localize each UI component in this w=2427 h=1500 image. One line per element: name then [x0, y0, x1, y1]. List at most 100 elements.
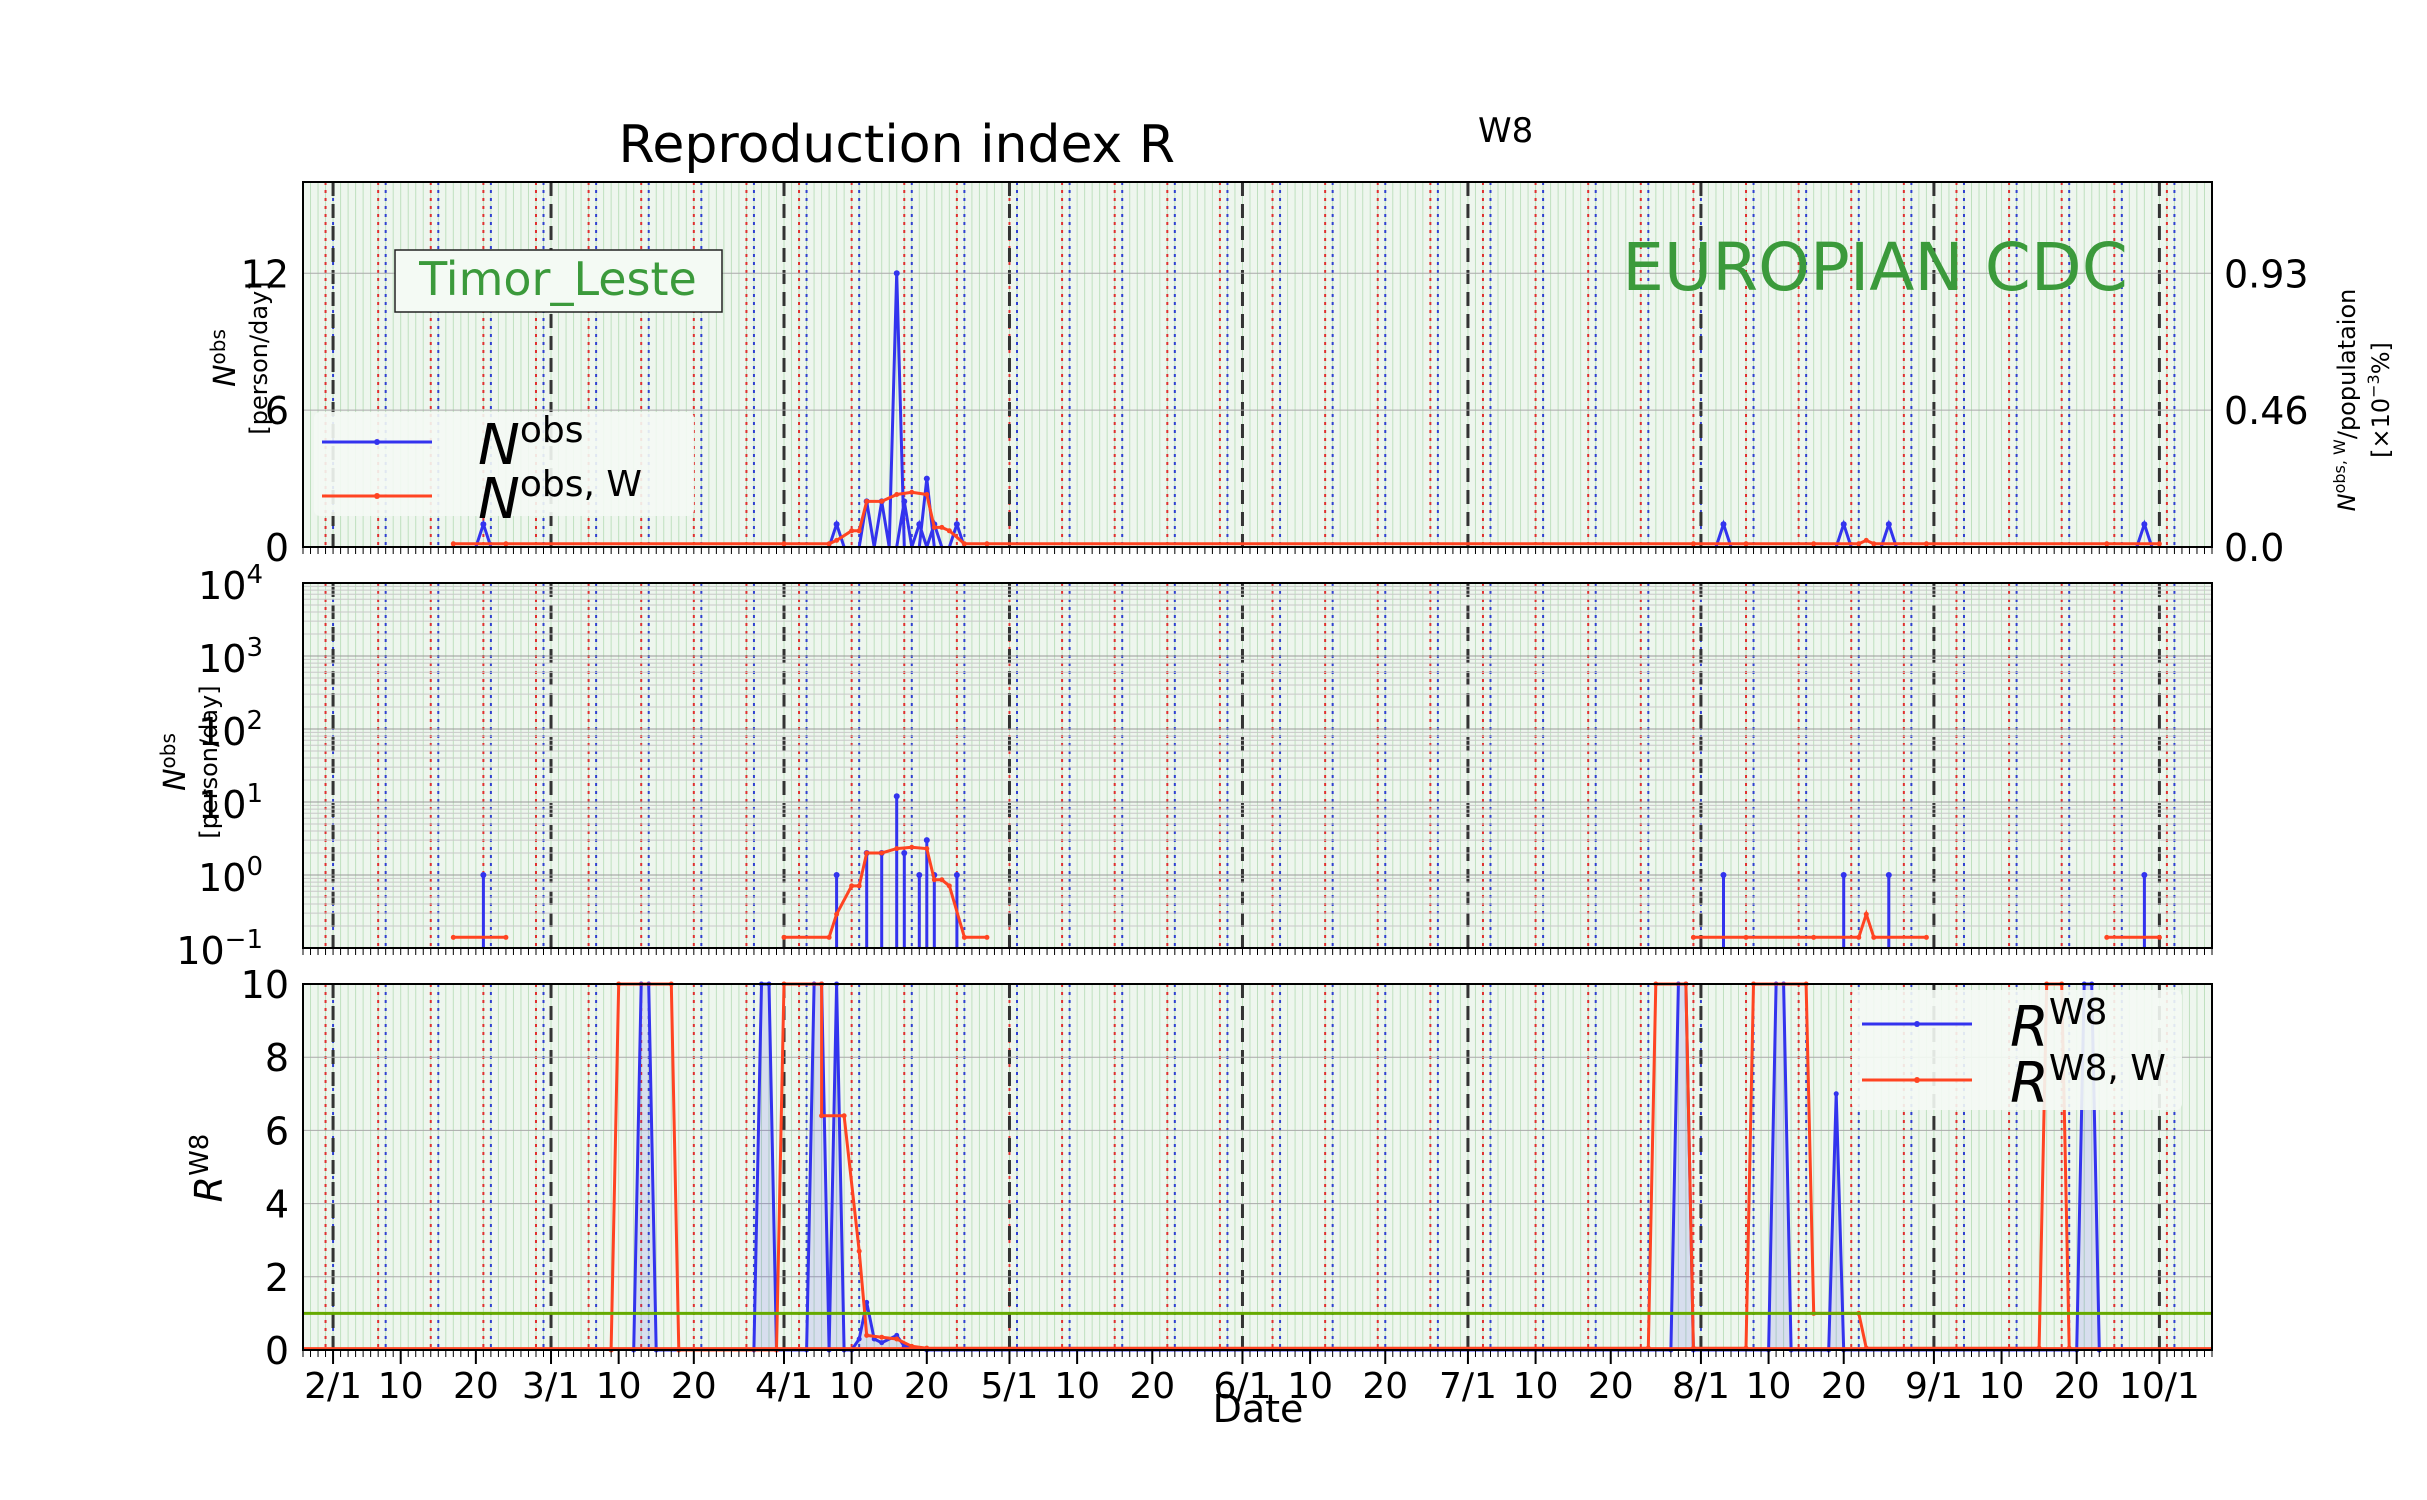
- legend-label-sup: obs: [520, 410, 584, 451]
- chart-title-sup: W8: [1478, 111, 1533, 151]
- panel2-ylabel-sup: obs: [156, 733, 180, 768]
- panel3-ylabel-base: R: [187, 1176, 231, 1202]
- n-obs-w-log-line-point: [781, 934, 787, 940]
- y-tick-label: 0: [265, 1329, 289, 1373]
- n-obs-w-line-point: [924, 492, 930, 498]
- x-tick-label: 20: [1588, 1366, 1634, 1407]
- source-label: EUROPIAN CDC: [1622, 229, 2128, 306]
- n-obs-w-line-point: [939, 524, 945, 530]
- n-obs-w-line-point: [931, 524, 937, 530]
- y-tick-base: 10: [198, 710, 246, 754]
- n-obs-point: [1720, 521, 1727, 528]
- panel1-ylabel-base: N: [208, 364, 243, 386]
- n-obs-log-point: [893, 793, 900, 800]
- r-w8-w-point: [819, 1113, 825, 1119]
- y-tick-label: 0: [265, 526, 289, 570]
- panel2-ylabel-base: N: [158, 768, 193, 790]
- n-obs-w-line-point: [1743, 541, 1749, 547]
- x-tick-label: 20: [2054, 1366, 2100, 1407]
- n-obs-point: [923, 475, 930, 482]
- n-obs-w-line-point: [826, 541, 832, 547]
- x-tick-label: 10: [378, 1366, 424, 1407]
- r-w8-point: [1833, 1091, 1839, 1097]
- n-obs-log-point: [923, 837, 930, 844]
- n-obs-point: [916, 521, 923, 528]
- n-obs-w-line-point: [856, 528, 862, 534]
- svg-text:Nobs, W/populataion: Nobs, W/populataion: [2330, 289, 2361, 512]
- legend-label-base: R: [2010, 995, 2049, 1060]
- n-obs-w-log-line-point: [946, 883, 952, 889]
- y-tick-label: 10: [241, 963, 289, 1007]
- x-tick-label: 6/1: [1213, 1366, 1271, 1407]
- r-w8-point: [864, 1299, 870, 1305]
- x-tick-label: 10: [1746, 1366, 1792, 1407]
- n-obs-w-log-line-point: [909, 844, 915, 850]
- y-tick-label: 12: [241, 252, 289, 296]
- n-obs-point: [953, 521, 960, 528]
- n-obs-point: [901, 498, 908, 505]
- x-tick-label: 8/1: [1672, 1366, 1730, 1407]
- legend-swatch-marker: [374, 439, 380, 445]
- chart-title: Reproduction index R: [619, 115, 1175, 175]
- n-obs-w-line-point: [834, 537, 840, 543]
- legend-label-base: R: [2010, 1051, 2049, 1116]
- x-tick-label: 10: [1054, 1366, 1100, 1407]
- right-y-tick-label: 0.46: [2224, 389, 2309, 433]
- legend-label: Nobs: [478, 410, 584, 478]
- y-tick-base: 10: [198, 783, 246, 827]
- x-tick-label: 10: [1513, 1366, 1559, 1407]
- n-obs-w-log-line-point: [939, 877, 945, 883]
- x-tick-label: 20: [1129, 1366, 1175, 1407]
- n-obs-w-log-line-point: [1856, 934, 1862, 940]
- r-w8-w-point: [894, 1336, 900, 1342]
- n-obs-w-line-point: [909, 489, 915, 495]
- x-tick-label: 2/1: [304, 1366, 362, 1407]
- n-obs-point: [893, 270, 900, 277]
- svg-text:Nobs: Nobs: [206, 329, 243, 387]
- r-w8-point: [894, 1332, 900, 1338]
- panel3-ylabel: RW8: [185, 1134, 231, 1203]
- n-obs-w-log-line-point: [849, 883, 855, 889]
- n-obs-log-point: [916, 872, 923, 878]
- n-obs-w-log-line-point: [2104, 934, 2110, 940]
- linear-count-panel: 0 0.0 6 0.46 12 0.93 Timor_Leste EUROPIAN CDC No…: [241, 181, 2309, 570]
- n-obs-w-log-line-point: [1811, 934, 1817, 940]
- svg-text:Nobs: Nobs: [156, 733, 193, 791]
- right-y-tick-label: 0.0: [2224, 526, 2284, 570]
- panel2-ylabel: Nobs [person/day]: [156, 685, 223, 838]
- y-tick-label: 2: [265, 1256, 289, 1300]
- legend-swatch-marker: [374, 493, 380, 499]
- y-tick-label: 102: [198, 706, 263, 754]
- n-obs-w-line-point: [961, 541, 967, 547]
- legend-swatch-marker: [1914, 1021, 1920, 1027]
- n-obs-log-point: [1885, 872, 1892, 878]
- n-obs-w-log-line-point: [503, 934, 509, 940]
- n-obs-w-log-line-point: [834, 911, 840, 917]
- x-tick-label: 10: [1979, 1366, 2025, 1407]
- right-unit-end: %]: [2367, 342, 2395, 374]
- x-tick-label: 20: [453, 1366, 499, 1407]
- x-tick-label: 10: [829, 1366, 875, 1407]
- y-tick-label: 6: [265, 389, 289, 433]
- n-obs-log-point: [2141, 872, 2148, 878]
- y-tick-label: 103: [198, 633, 263, 681]
- n-obs-log-point: [901, 850, 908, 857]
- x-tick-label: 3/1: [522, 1366, 580, 1407]
- n-obs-w-line-point: [781, 541, 787, 547]
- x-tick-label: 10/1: [2119, 1366, 2200, 1407]
- panel1-ylabel-sup: obs: [206, 329, 230, 364]
- svg-text:RW8: RW8: [185, 1134, 231, 1203]
- n-obs-point: [2141, 521, 2148, 528]
- n-obs-w-log-line-point: [931, 877, 937, 883]
- n-obs-w-log-line-point: [1690, 934, 1696, 940]
- n-obs-log-point: [833, 872, 840, 878]
- n-obs-w-log-line-point: [2156, 934, 2162, 940]
- n-obs-w-log-line-point: [856, 883, 862, 889]
- legend-label-sup: obs, W: [520, 464, 642, 505]
- n-obs-w-line-point: [984, 541, 990, 547]
- x-tick-label: 20: [1821, 1366, 1867, 1407]
- x-tick-label: 7/1: [1439, 1366, 1497, 1407]
- panel3-ylabel-sup: W8: [185, 1134, 215, 1176]
- y-tick-label: 6: [265, 1109, 289, 1153]
